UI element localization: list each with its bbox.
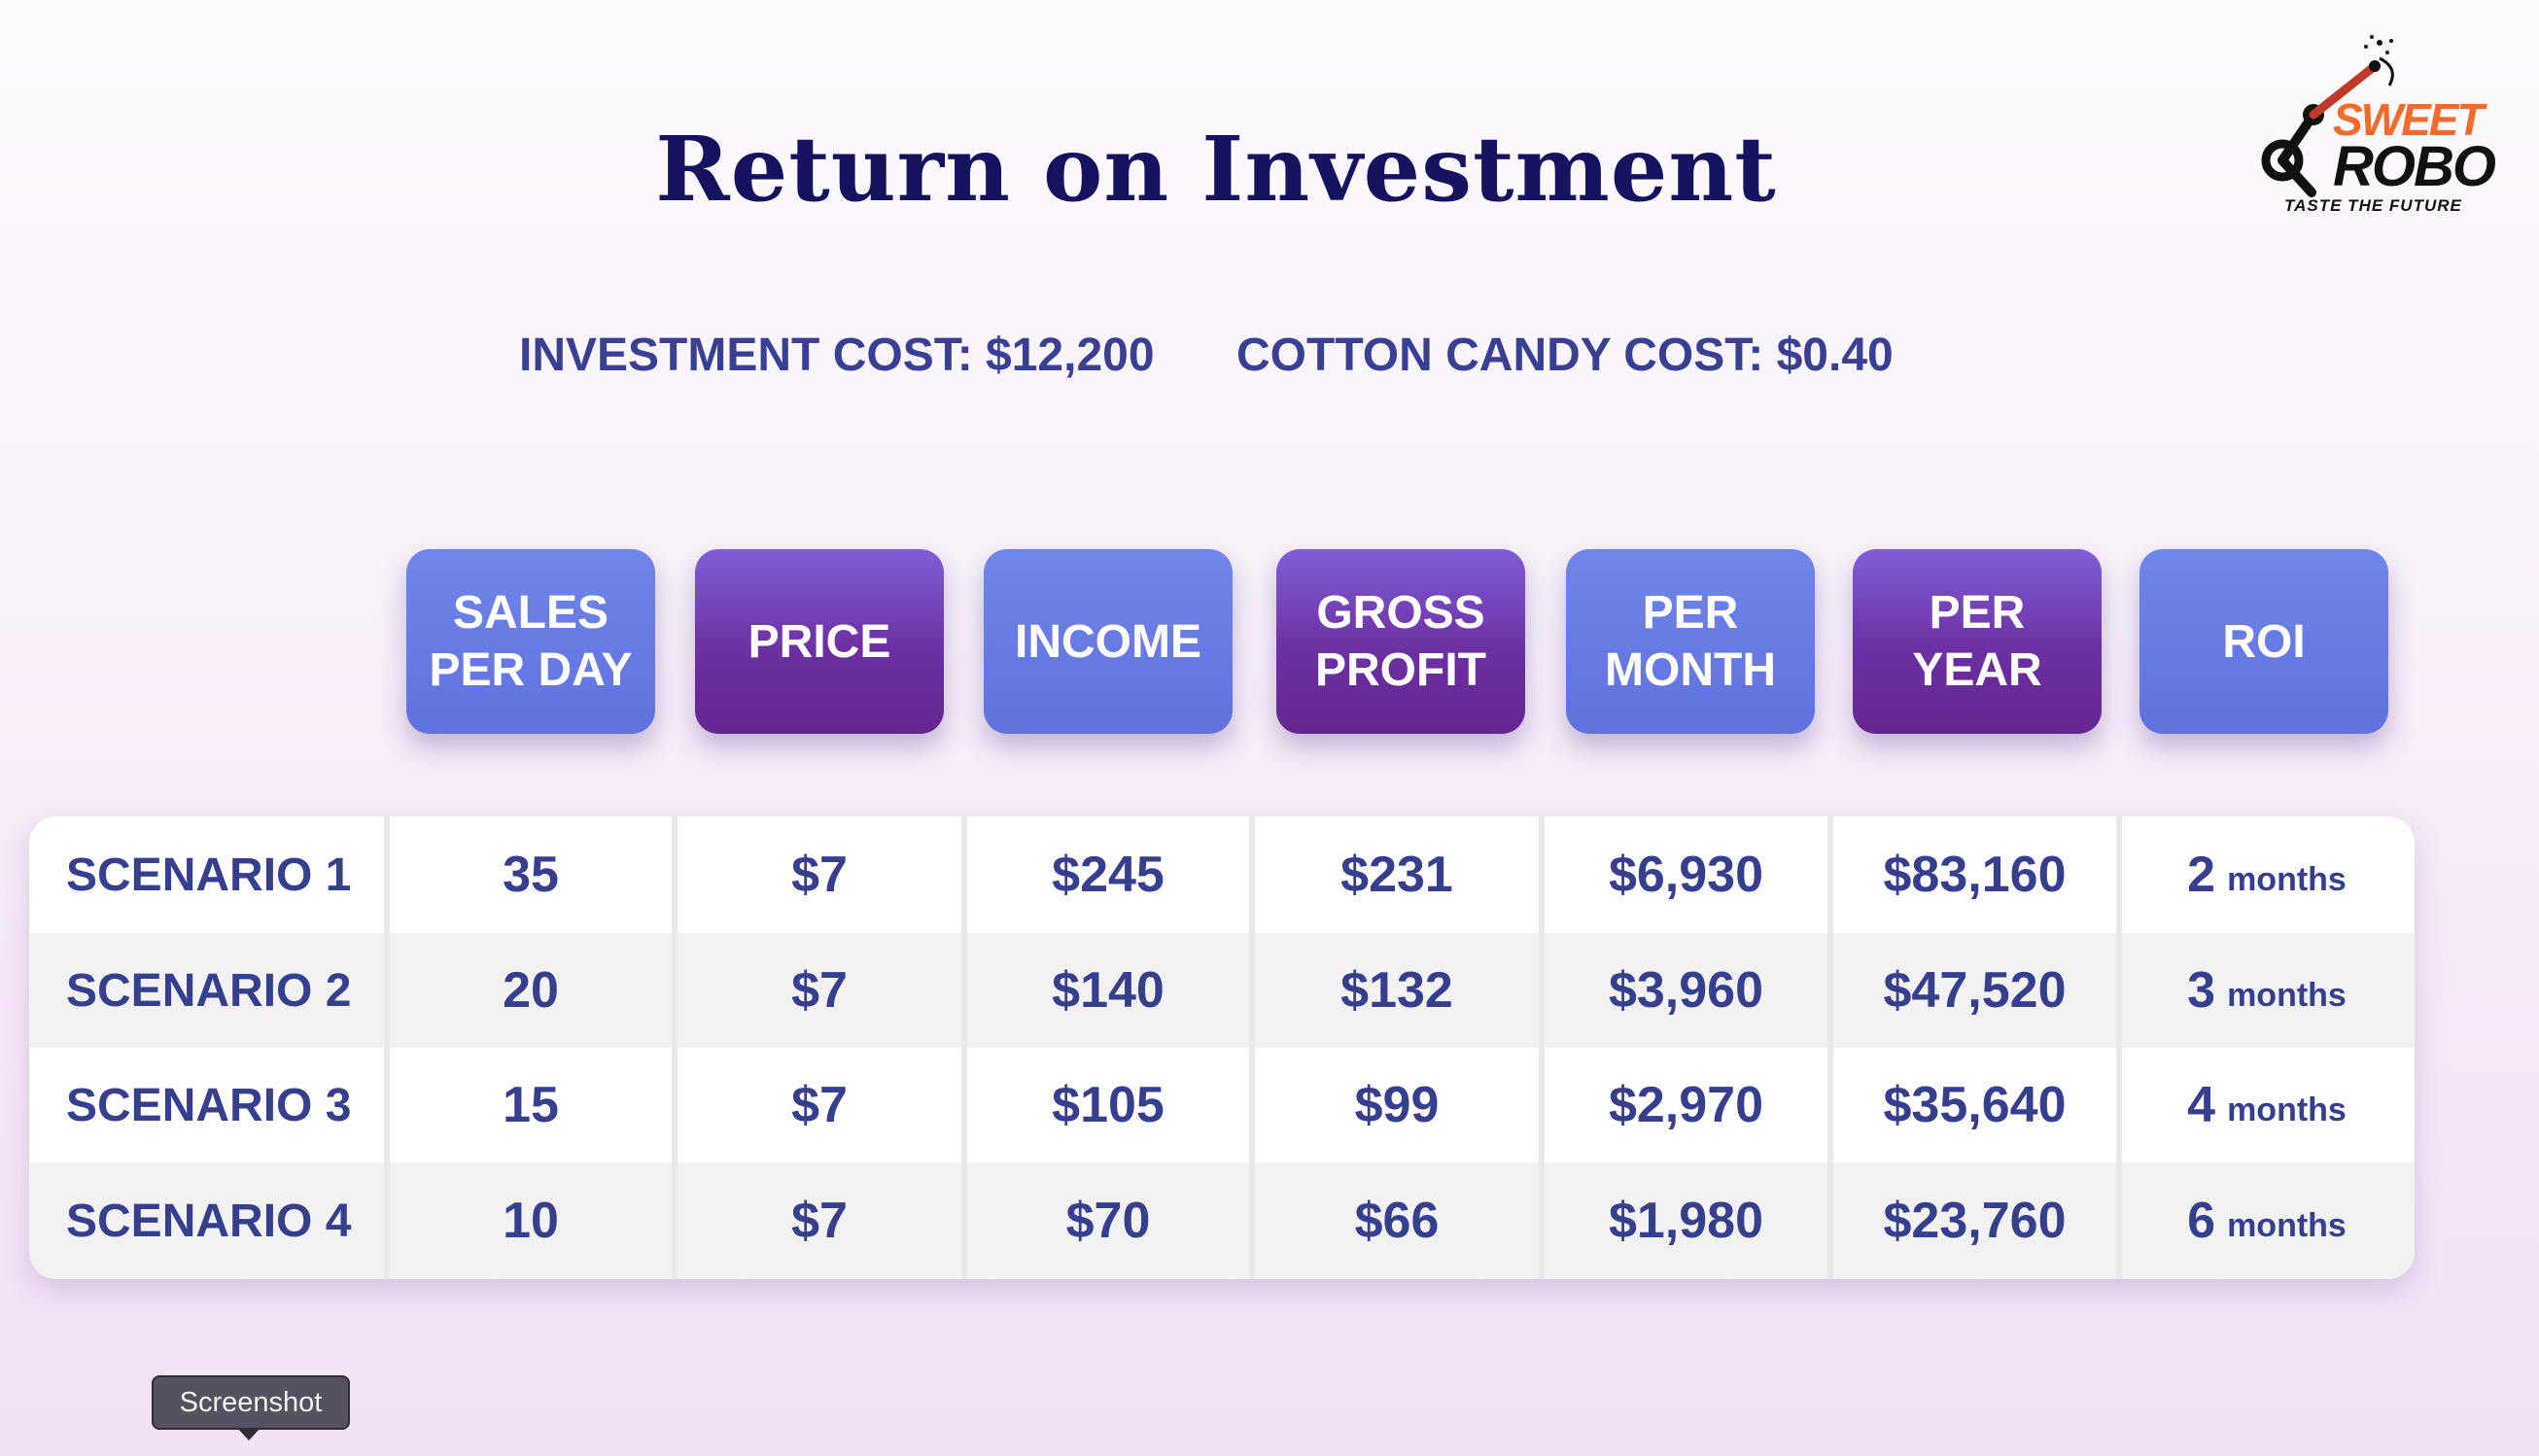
cell-per-month: $1,980 <box>1608 1193 1764 1249</box>
header-label: GROSS PROFIT <box>1315 584 1486 699</box>
header-label: INCOME <box>1015 613 1201 671</box>
column-divider <box>384 816 390 1279</box>
cell-price: $7 <box>791 962 848 1019</box>
robot-arm-icon <box>2261 35 2394 197</box>
roi-value: 3 <box>2187 962 2216 1019</box>
cell-per-year: $83,160 <box>1883 847 2067 903</box>
header-label-line1: PER <box>1929 587 2026 639</box>
roi-value: 6 <box>2187 1193 2216 1249</box>
header-price: PRICE <box>695 549 944 734</box>
header-label: PRICE <box>748 613 891 671</box>
cell-per-month: $2,970 <box>1608 1077 1764 1133</box>
table-row: SCENARIO 1 35 $7 $245 $231 $6,930 $83,160 2 mont… <box>29 816 2415 933</box>
scenario-label: SCENARIO 2 <box>66 964 352 1017</box>
table-row: SCENARIO 4 10 $7 $70 $66 $1,980 $23,760 6 months <box>29 1162 2415 1279</box>
cost-summary: INVESTMENT COST: $12,200 COTTON CANDY CO… <box>0 329 2539 387</box>
header-label: SALES PER DAY <box>430 584 633 699</box>
cell-roi: 6 months <box>2119 1162 2415 1279</box>
header-label-line1: SALES <box>452 587 609 639</box>
cell-price: $7 <box>791 1077 848 1133</box>
column-divider <box>672 816 678 1279</box>
column-divider <box>1539 816 1545 1279</box>
roi-value: 2 <box>2187 847 2216 903</box>
cell-price: $7 <box>791 847 848 903</box>
header-label: ROI <box>2222 613 2305 671</box>
cell-per-year: $35,640 <box>1883 1077 2067 1133</box>
logo-sweet-text: SWEET <box>2333 94 2485 145</box>
header-label-line2: MONTH <box>1605 644 1776 696</box>
header-per-year: PER YEAR <box>1853 549 2102 734</box>
table-row: SCENARIO 3 15 $7 $105 $99 $2,970 $35,640 4 month… <box>29 1048 2415 1162</box>
scenario-label: SCENARIO 4 <box>66 1195 352 1247</box>
roi-value: 4 <box>2187 1077 2216 1133</box>
header-per-month: PER MONTH <box>1566 549 1815 734</box>
cell-sales-per-day: 20 <box>503 962 559 1019</box>
column-divider <box>2116 816 2122 1279</box>
header-roi: ROI <box>2139 549 2388 734</box>
cell-per-year: $47,520 <box>1883 962 2067 1019</box>
header-income: INCOME <box>984 549 1233 734</box>
roi-unit: months <box>2227 860 2347 898</box>
cell-per-year: $23,760 <box>1883 1193 2067 1249</box>
header-label-line1: PRICE <box>748 615 891 668</box>
investment-cost: INVESTMENT COST: $12,200 <box>519 329 1155 381</box>
tooltip-arrow-icon <box>237 1428 261 1440</box>
header-label: PER MONTH <box>1605 584 1776 699</box>
cell-income: $140 <box>1052 962 1165 1019</box>
cell-income: $245 <box>1052 847 1165 903</box>
roi-unit: months <box>2227 1206 2347 1244</box>
cell-gross-profit: $99 <box>1354 1077 1440 1133</box>
cell-roi: 4 months <box>2119 1048 2415 1162</box>
header-label-line1: INCOME <box>1015 615 1201 668</box>
cotton-candy-cost: COTTON CANDY COST: $0.40 <box>1236 329 1894 381</box>
cell-per-month: $6,930 <box>1608 847 1764 903</box>
header-label-line2: YEAR <box>1912 644 2042 696</box>
column-divider <box>1249 816 1255 1279</box>
roi-unit: months <box>2227 976 2347 1014</box>
cell-sales-per-day: 15 <box>503 1077 559 1133</box>
slide-title: Return on Investment <box>655 117 1777 222</box>
roi-unit: months <box>2227 1091 2347 1128</box>
sweet-robo-logo: SWEET ROBO TASTE THE FUTURE <box>2253 29 2506 215</box>
logo-robo-text: ROBO <box>2333 135 2496 198</box>
logo-tagline: TASTE THE FUTURE <box>2284 196 2462 215</box>
screenshot-tooltip: Screenshot <box>152 1375 350 1430</box>
cell-roi: 2 months <box>2119 816 2415 933</box>
cell-income: $105 <box>1052 1077 1165 1133</box>
cell-per-month: $3,960 <box>1608 962 1764 1019</box>
cell-roi: 3 months <box>2119 933 2415 1048</box>
header-label-line2: PROFIT <box>1315 644 1486 696</box>
cell-gross-profit: $66 <box>1354 1193 1440 1249</box>
cell-sales-per-day: 10 <box>503 1193 559 1249</box>
cell-sales-per-day: 35 <box>503 847 559 903</box>
header-sales-per-day: SALES PER DAY <box>406 549 655 734</box>
cell-income: $70 <box>1065 1193 1151 1249</box>
header-label-line1: ROI <box>2222 615 2306 668</box>
header-label-line1: GROSS <box>1316 587 1485 639</box>
column-divider <box>961 816 967 1279</box>
cell-gross-profit: $231 <box>1340 847 1453 903</box>
header-label-line1: PER <box>1642 587 1739 639</box>
roi-table: SCENARIO 1 35 $7 $245 $231 $6,930 $83,160 2 mont… <box>29 816 2415 1279</box>
table-row: SCENARIO 2 20 $7 $140 $132 $3,960 $47,520 3 mont… <box>29 933 2415 1048</box>
column-divider <box>1827 816 1833 1279</box>
header-label-line2: PER DAY <box>429 644 633 696</box>
header-gross-profit: GROSS PROFIT <box>1276 549 1525 734</box>
header-label: PER YEAR <box>1912 584 2041 699</box>
cell-price: $7 <box>791 1193 848 1249</box>
scenario-label: SCENARIO 1 <box>66 849 352 901</box>
cell-gross-profit: $132 <box>1340 962 1453 1019</box>
scenario-label: SCENARIO 3 <box>66 1079 352 1131</box>
